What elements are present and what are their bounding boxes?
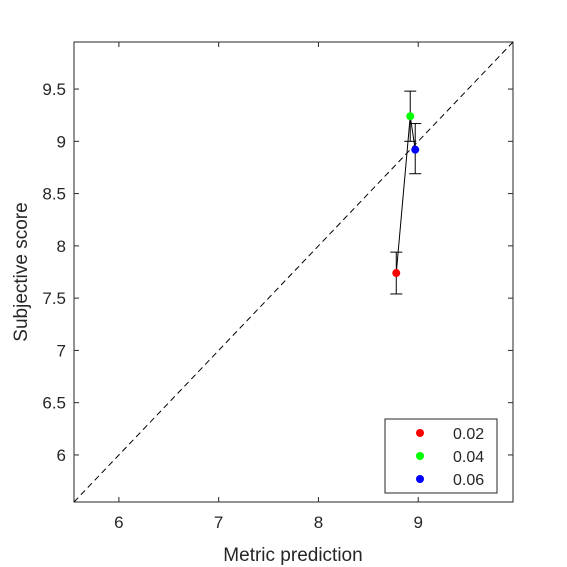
legend-label-0.06: 0.06 bbox=[453, 472, 484, 489]
legend-marker-0.04 bbox=[416, 452, 424, 460]
legend-label-0.02: 0.02 bbox=[453, 426, 484, 443]
legend-marker-0.02 bbox=[416, 429, 424, 437]
y-tick-label: 6 bbox=[57, 446, 66, 465]
data-point-0.06 bbox=[411, 145, 420, 154]
legend: 0.02 0.04 0.06 bbox=[384, 418, 498, 494]
legend-label-0.04: 0.04 bbox=[453, 449, 484, 466]
y-tick-label: 8.5 bbox=[42, 185, 66, 204]
x-axis-label: Metric prediction bbox=[223, 545, 362, 566]
x-tick-label: 6 bbox=[114, 513, 123, 532]
data-point-0.02 bbox=[392, 269, 401, 278]
legend-marker-0.06 bbox=[416, 475, 424, 483]
y-axis-label: Subjective score bbox=[11, 202, 32, 341]
y-tick-label: 7 bbox=[57, 341, 66, 360]
legend-box bbox=[384, 418, 498, 494]
x-tick-label: 7 bbox=[214, 513, 223, 532]
y-tick-label: 9.5 bbox=[42, 80, 66, 99]
y-tick-label: 9 bbox=[57, 132, 66, 151]
ticks-layer: 6 7 8 9 6 6.5 7 7.5 8 8.5 9 9.5 bbox=[42, 42, 513, 532]
reference-line-layer bbox=[73, 41, 514, 503]
y-tick-label: 8 bbox=[57, 237, 66, 256]
x-tick-label: 9 bbox=[413, 513, 422, 532]
data-point-0.04 bbox=[406, 112, 415, 121]
x-tick-label: 8 bbox=[314, 513, 323, 532]
y-tick-label: 7.5 bbox=[42, 289, 66, 308]
y-tick-label: 6.5 bbox=[42, 394, 66, 413]
series-layer bbox=[390, 90, 422, 295]
reference-diagonal-line bbox=[73, 41, 514, 503]
